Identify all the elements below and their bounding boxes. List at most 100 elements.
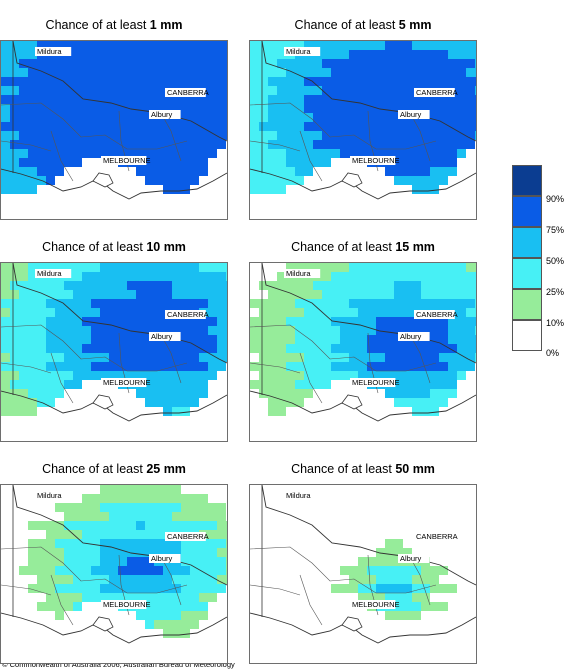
rain-cell bbox=[403, 122, 412, 131]
rain-cell bbox=[163, 539, 172, 548]
panel-title-prefix: Chance of at least bbox=[291, 240, 392, 254]
rain-cell bbox=[154, 485, 163, 494]
rain-cell bbox=[376, 122, 385, 131]
rain-cell bbox=[10, 380, 19, 389]
rain-cell bbox=[322, 362, 331, 371]
rain-cell bbox=[208, 371, 217, 380]
rain-cell bbox=[145, 77, 154, 86]
rain-cell bbox=[421, 371, 430, 380]
rain-cell bbox=[448, 104, 457, 113]
rain-cell bbox=[181, 539, 190, 548]
rain-cell bbox=[64, 77, 73, 86]
rain-cell bbox=[349, 299, 358, 308]
rain-cell bbox=[100, 362, 109, 371]
rain-cell bbox=[331, 335, 340, 344]
rain-cell bbox=[412, 176, 421, 185]
rain-cell bbox=[55, 611, 64, 620]
rain-cell bbox=[367, 308, 376, 317]
rain-cell bbox=[259, 104, 268, 113]
rain-cell bbox=[190, 362, 199, 371]
rain-cell bbox=[190, 548, 199, 557]
rain-cell bbox=[145, 131, 154, 140]
rain-cell bbox=[403, 272, 412, 281]
city-label-albury: Albury bbox=[400, 554, 422, 563]
rain-cell bbox=[181, 95, 190, 104]
rain-cell bbox=[154, 389, 163, 398]
rain-cell bbox=[172, 512, 181, 521]
rain-cell bbox=[172, 344, 181, 353]
rain-cell bbox=[340, 122, 349, 131]
rain-cell bbox=[448, 263, 457, 272]
rain-cell bbox=[172, 353, 181, 362]
rain-cell bbox=[172, 272, 181, 281]
rain-cell bbox=[475, 317, 476, 326]
rain-cell bbox=[181, 41, 190, 50]
rain-cell bbox=[136, 548, 145, 557]
rain-cell bbox=[208, 512, 217, 521]
rain-cell bbox=[268, 77, 277, 86]
rain-cell bbox=[385, 113, 394, 122]
coastline bbox=[1, 168, 227, 200]
rain-cell bbox=[394, 131, 403, 140]
rain-cell bbox=[10, 389, 19, 398]
rain-cell bbox=[145, 539, 154, 548]
district-boundary bbox=[250, 324, 437, 372]
rain-cell bbox=[136, 485, 145, 494]
rain-cell bbox=[82, 530, 91, 539]
rain-cell bbox=[1, 122, 10, 131]
rain-cell bbox=[403, 602, 412, 611]
rain-cell bbox=[100, 308, 109, 317]
rain-cell bbox=[217, 77, 226, 86]
rain-cell bbox=[199, 272, 208, 281]
rain-cell bbox=[172, 290, 181, 299]
rain-cell bbox=[295, 95, 304, 104]
rain-cell bbox=[172, 362, 181, 371]
rain-cell bbox=[199, 380, 208, 389]
rain-cell bbox=[127, 263, 136, 272]
rain-cell bbox=[349, 41, 358, 50]
rain-cell bbox=[82, 149, 91, 158]
rain-cell bbox=[331, 326, 340, 335]
rain-cell bbox=[376, 77, 385, 86]
rain-cell bbox=[73, 530, 82, 539]
rain-cell bbox=[163, 41, 172, 50]
rain-cell bbox=[100, 521, 109, 530]
rain-cell bbox=[109, 593, 118, 602]
rain-cell bbox=[172, 629, 181, 638]
rain-cell bbox=[73, 362, 82, 371]
rain-cell bbox=[403, 86, 412, 95]
rain-cell bbox=[46, 140, 55, 149]
rain-cell bbox=[358, 131, 367, 140]
rain-cell bbox=[340, 566, 349, 575]
rain-cell bbox=[10, 176, 19, 185]
rain-cell bbox=[10, 362, 19, 371]
rain-cell bbox=[37, 281, 46, 290]
rain-cell bbox=[100, 575, 109, 584]
rain-cell bbox=[73, 77, 82, 86]
rain-cell bbox=[46, 530, 55, 539]
rain-cell bbox=[136, 131, 145, 140]
rain-cell bbox=[190, 389, 199, 398]
rain-cell bbox=[277, 158, 286, 167]
rain-cell bbox=[250, 104, 259, 113]
rain-cell bbox=[199, 50, 208, 59]
rain-cell bbox=[412, 326, 421, 335]
rain-cell bbox=[259, 389, 268, 398]
rain-cell bbox=[199, 602, 208, 611]
rain-cell bbox=[349, 272, 358, 281]
rain-cell bbox=[172, 59, 181, 68]
rain-cell bbox=[181, 398, 190, 407]
rain-cell bbox=[322, 104, 331, 113]
rain-cell bbox=[412, 584, 421, 593]
district-boundary bbox=[250, 584, 301, 596]
rain-cell bbox=[403, 167, 412, 176]
rain-cell bbox=[100, 485, 109, 494]
rain-cell bbox=[304, 326, 313, 335]
port-phillip-bay bbox=[341, 172, 363, 188]
rain-cell bbox=[100, 299, 109, 308]
rain-cell bbox=[190, 68, 199, 77]
rain-cell bbox=[199, 494, 208, 503]
port-phillip-bay bbox=[92, 394, 114, 410]
